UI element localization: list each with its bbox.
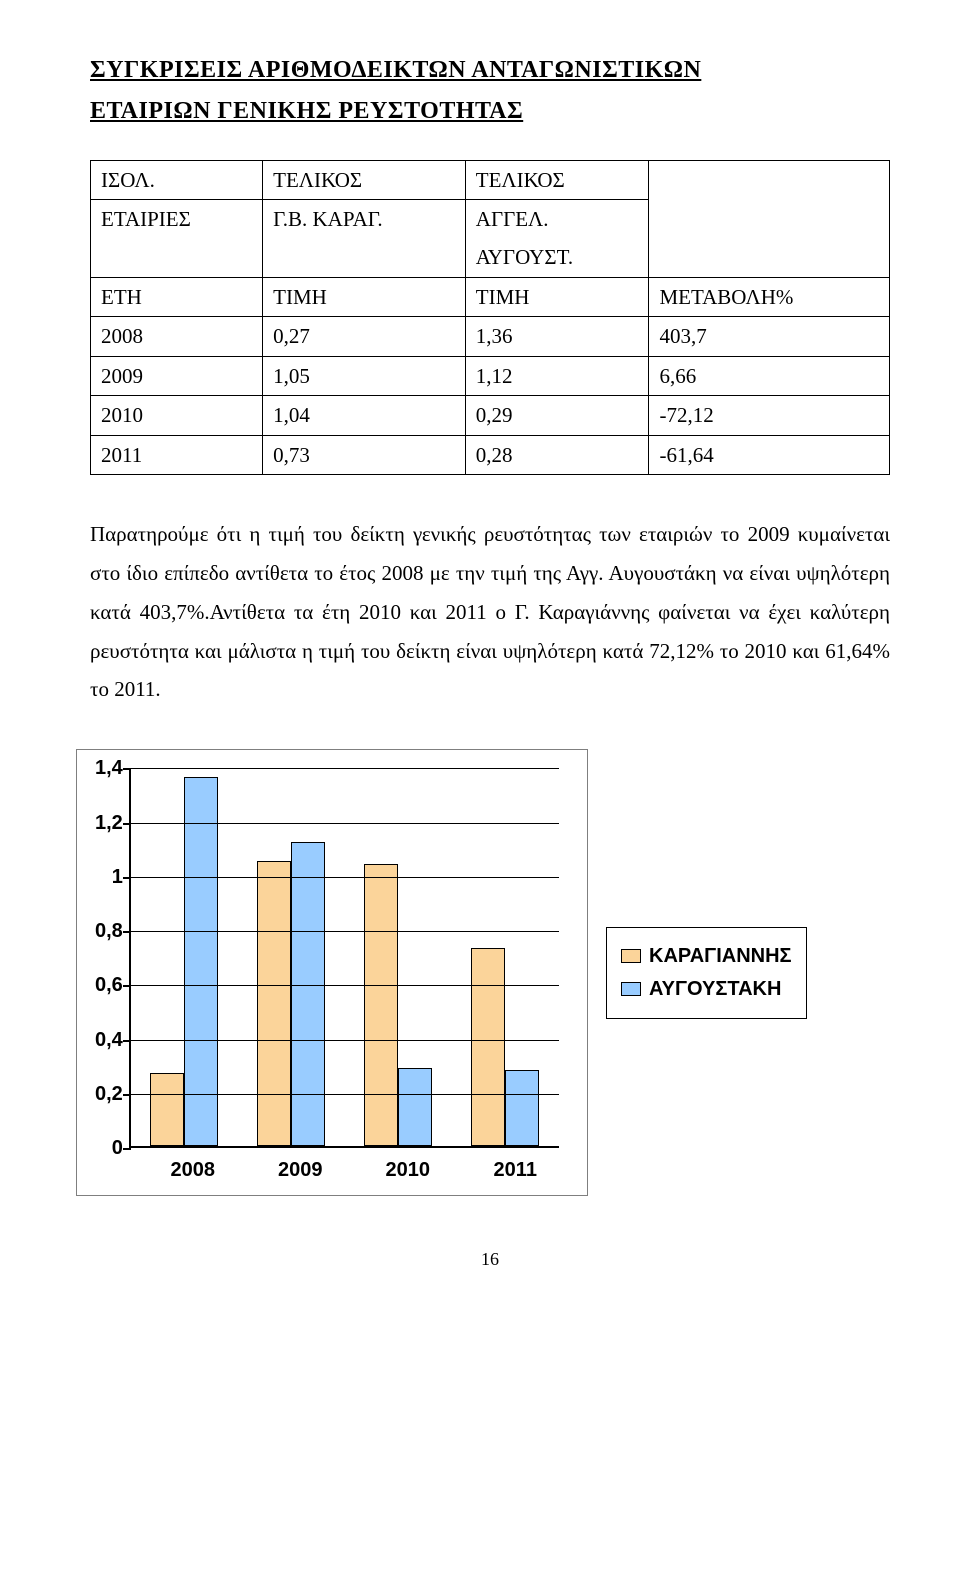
- x-tick-label: 2008: [139, 1156, 247, 1185]
- legend-swatch: [621, 949, 641, 963]
- bar: [471, 948, 505, 1146]
- bar-group: [131, 768, 238, 1146]
- table-cell: 2011: [91, 435, 263, 474]
- table-cell: 2009: [91, 356, 263, 395]
- legend-item: ΑΥΓΟΥΣΤΑΚΗ: [621, 975, 792, 1004]
- table-cell: ΤΕΛΙΚΟΣ: [263, 160, 466, 199]
- bar: [150, 1073, 184, 1146]
- table-cell: Γ.Β. ΚΑΡΑΓ.: [263, 200, 466, 278]
- grid-line: [131, 985, 559, 986]
- table-cell: ΜΕΤΑΒΟΛΗ%: [649, 277, 890, 316]
- grid-line: [131, 1040, 559, 1041]
- grid-line: [131, 877, 559, 878]
- table-row: ΕΤΗ ΤΙΜΗ ΤΙΜΗ ΜΕΤΑΒΟΛΗ%: [91, 277, 890, 316]
- grid-line: [131, 823, 559, 824]
- chart-legend: ΚΑΡΑΓΙΑΝΝΗΣ ΑΥΓΟΥΣΤΑΚΗ: [606, 927, 807, 1019]
- chart-box: 1,41,210,80,60,40,20 2008200920102011: [76, 749, 588, 1196]
- y-axis: 1,41,210,80,60,40,20: [95, 768, 123, 1148]
- y-tick-mark: [123, 823, 131, 825]
- page-number: 16: [90, 1246, 890, 1272]
- y-tick-mark: [123, 877, 131, 879]
- data-table: ΙΣΟΛ. ΤΕΛΙΚΟΣ ΤΕΛΙΚΟΣ ΕΤΑΙΡΙΕΣ Γ.Β. ΚΑΡΑ…: [90, 160, 890, 476]
- y-tick-mark: [123, 1040, 131, 1042]
- legend-swatch: [621, 982, 641, 996]
- bar-groups: [131, 768, 559, 1146]
- table-cell: [649, 160, 890, 277]
- title-line-1: ΣΥΓΚΡΙΣΕΙΣ ΑΡΙΘΜΟΔΕΙΚΤΩΝ ΑΝΤΑΓΩΝΙΣΤΙΚΩΝ: [90, 57, 701, 83]
- table-cell: ΑΓΓΕΛ.: [465, 200, 649, 239]
- table-cell: ΙΣΟΛ.: [91, 160, 263, 199]
- table-cell: ΕΤΑΙΡΙΕΣ: [91, 200, 263, 278]
- bar: [364, 864, 398, 1146]
- legend-label: ΚΑΡΑΓΙΑΝΝΗΣ: [649, 942, 792, 971]
- table-row: 2010 1,04 0,29 -72,12: [91, 396, 890, 435]
- bar-chart: 1,41,210,80,60,40,20 2008200920102011 ΚΑ…: [76, 749, 890, 1196]
- x-tick-label: 2010: [354, 1156, 462, 1185]
- table-row: 2008 0,27 1,36 403,7: [91, 317, 890, 356]
- table-row: 2011 0,73 0,28 -61,64: [91, 435, 890, 474]
- table-cell: 1,36: [465, 317, 649, 356]
- body-paragraph: Παρατηρούμε ότι η τιμή του δείκτη γενική…: [90, 515, 890, 709]
- bar: [257, 861, 291, 1146]
- title-line-2: ΕΤΑΙΡΙΩΝ ΓΕΝΙΚΗΣ ΡΕΥΣΤΟΤΗΤΑΣ: [90, 98, 523, 124]
- legend-item: ΚΑΡΑΓΙΑΝΝΗΣ: [621, 942, 792, 971]
- table-cell: 403,7: [649, 317, 890, 356]
- grid-line: [131, 768, 559, 769]
- plot-area: [129, 768, 559, 1148]
- table-cell: 1,12: [465, 356, 649, 395]
- table-cell: -72,12: [649, 396, 890, 435]
- y-tick-mark: [123, 985, 131, 987]
- grid-line: [131, 931, 559, 932]
- x-axis: 2008200920102011: [139, 1156, 569, 1185]
- bar-group: [238, 768, 345, 1146]
- x-tick-label: 2009: [247, 1156, 355, 1185]
- table-cell: ΑΥΓΟΥΣΤ.: [465, 238, 649, 277]
- table-cell: 0,29: [465, 396, 649, 435]
- legend-label: ΑΥΓΟΥΣΤΑΚΗ: [649, 975, 781, 1004]
- bar: [291, 842, 325, 1146]
- y-tick-mark: [123, 931, 131, 933]
- table-cell: ΤΕΛΙΚΟΣ: [465, 160, 649, 199]
- table-cell: 6,66: [649, 356, 890, 395]
- bar: [184, 777, 218, 1146]
- table-cell: ΕΤΗ: [91, 277, 263, 316]
- table-row: 2009 1,05 1,12 6,66: [91, 356, 890, 395]
- bar: [505, 1070, 539, 1146]
- y-tick-mark: [123, 1148, 131, 1150]
- x-tick-label: 2011: [462, 1156, 570, 1185]
- table-cell: 0,73: [263, 435, 466, 474]
- plot-row: 1,41,210,80,60,40,20: [95, 768, 569, 1148]
- table-cell: 2008: [91, 317, 263, 356]
- table-cell: 2010: [91, 396, 263, 435]
- table-cell: 0,28: [465, 435, 649, 474]
- table-cell: 1,04: [263, 396, 466, 435]
- table-cell: 1,05: [263, 356, 466, 395]
- bar-group: [345, 768, 452, 1146]
- table-cell: ΤΙΜΗ: [263, 277, 466, 316]
- bar: [398, 1068, 432, 1147]
- table-cell: ΤΙΜΗ: [465, 277, 649, 316]
- grid-line: [131, 1094, 559, 1095]
- bar-group: [452, 768, 559, 1146]
- table-row: ΙΣΟΛ. ΤΕΛΙΚΟΣ ΤΕΛΙΚΟΣ: [91, 160, 890, 199]
- page-title: ΣΥΓΚΡΙΣΕΙΣ ΑΡΙΘΜΟΔΕΙΚΤΩΝ ΑΝΤΑΓΩΝΙΣΤΙΚΩΝ …: [90, 50, 890, 132]
- table-cell: -61,64: [649, 435, 890, 474]
- y-tick-mark: [123, 768, 131, 770]
- table-cell: 0,27: [263, 317, 466, 356]
- y-tick-mark: [123, 1094, 131, 1096]
